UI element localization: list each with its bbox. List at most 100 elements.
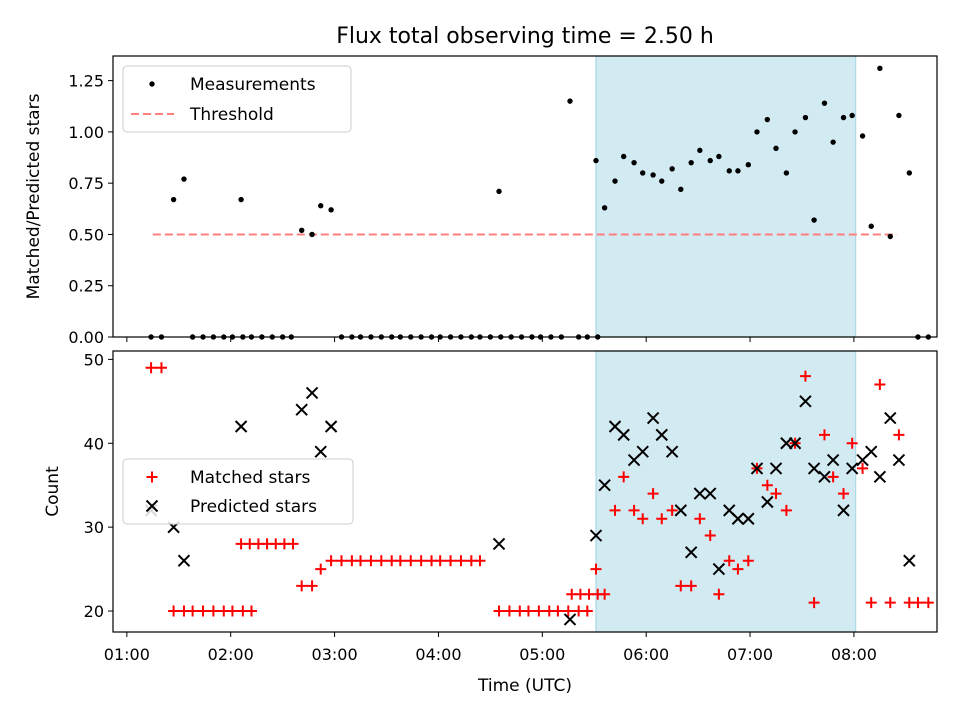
bottom-y-tick-label: 20 xyxy=(84,602,104,621)
matched-star-point xyxy=(912,597,924,609)
matched-star-point xyxy=(455,555,467,567)
matched-star-point xyxy=(590,563,602,575)
measurement-point xyxy=(309,231,315,238)
matched-star-point xyxy=(207,605,219,617)
legend-predicted-marker xyxy=(145,499,159,513)
matched-star-point xyxy=(857,462,869,474)
bottom-legend: Matched stars Predicted stars xyxy=(122,458,354,525)
matched-star-point xyxy=(723,555,735,567)
bottom-axes-frame xyxy=(112,350,938,633)
matched-star-point xyxy=(770,488,782,500)
matched-star-point xyxy=(197,605,209,617)
top-shaded-interval xyxy=(595,55,857,338)
top-panel: 0.00 0.25 0.50 0.75 1.00 1.25 Matched/Predicte… xyxy=(24,55,938,347)
measurement-point xyxy=(650,172,656,178)
matched-star-point xyxy=(808,597,820,609)
bottom-x-tick-label: 02:00 xyxy=(208,645,254,664)
measurement-point xyxy=(764,116,771,123)
top-y-tick-label: 1.25 xyxy=(68,72,104,91)
predicted-star-point xyxy=(826,453,840,467)
top-y-tick-label: 0.75 xyxy=(68,174,104,193)
measurement-point xyxy=(181,176,187,182)
legend-measurement-marker xyxy=(149,81,155,87)
predicted-star-point xyxy=(674,504,688,517)
matched-star-point xyxy=(827,471,839,483)
predicted-star-point xyxy=(818,470,831,484)
matched-star-point xyxy=(503,605,515,617)
top-legend-box xyxy=(122,65,352,133)
matched-star-point xyxy=(415,555,427,567)
matched-star-point xyxy=(742,555,754,567)
measurement-point xyxy=(811,217,817,223)
matched-star-point xyxy=(656,513,668,525)
matched-star-point xyxy=(694,513,706,525)
top-y-axis-label: Matched/Predicted stars xyxy=(24,93,44,299)
top-y-tick-label: 0.50 xyxy=(68,225,104,244)
matched-star-point xyxy=(922,597,934,609)
matched-star-point xyxy=(168,605,180,617)
matched-star-point xyxy=(732,563,744,575)
matched-star-point xyxy=(637,513,649,525)
measurement-point xyxy=(821,100,828,106)
matched-star-point xyxy=(336,555,348,567)
measurement-point xyxy=(830,139,836,145)
bottom-x-tick-label: 07:00 xyxy=(727,645,773,664)
predicted-star-point xyxy=(731,512,745,525)
bottom-panel: 20 30 40 50 01:00 02:00 03:00 04:00 05:00 06:00 07… xyxy=(43,350,938,696)
matched-star-point xyxy=(445,555,457,567)
matched-star-point xyxy=(474,555,486,567)
measurement-point xyxy=(896,112,902,119)
predicted-star-point xyxy=(646,411,660,425)
predicted-star-point xyxy=(617,428,630,442)
legend-predicted-label: Predicted stars xyxy=(190,497,317,517)
matched-star-point xyxy=(874,379,886,391)
predicted-star-point xyxy=(845,462,859,475)
matched-star-point xyxy=(599,588,611,600)
predicted-star-point xyxy=(234,420,248,433)
measurement-point xyxy=(745,162,752,168)
legend-matched-marker xyxy=(146,471,158,483)
matched-star-point xyxy=(226,605,238,617)
measurement-point xyxy=(170,196,177,203)
matched-star-point xyxy=(675,580,687,592)
matched-star-point xyxy=(893,429,905,441)
matched-star-point xyxy=(394,555,406,567)
matched-star-point xyxy=(581,605,593,617)
predicted-star-point xyxy=(865,445,878,458)
top-legend: Measurements Threshold xyxy=(122,65,352,133)
predicted-star-point xyxy=(563,613,577,626)
matched-star-point xyxy=(533,605,545,617)
measurement-point xyxy=(802,114,809,121)
measurement-point xyxy=(659,178,665,184)
matched-star-point xyxy=(884,597,896,609)
measurement-point xyxy=(726,168,732,174)
matched-star-point xyxy=(628,504,640,516)
measurement-point xyxy=(620,153,627,160)
matched-star-point xyxy=(315,563,327,575)
top-axes-frame xyxy=(112,55,938,338)
matched-star-point xyxy=(187,605,199,617)
predicted-star-point xyxy=(750,462,764,475)
measurement-point xyxy=(868,223,874,229)
legend-measurements-label: Measurements xyxy=(190,75,316,95)
bottom-y-tick-label: 30 xyxy=(84,518,104,537)
bottom-x-tick-label: 05:00 xyxy=(519,645,565,664)
matched-star-point xyxy=(685,580,697,592)
predicted-star-point xyxy=(903,554,916,567)
matched-star-point xyxy=(306,580,318,592)
chart-title: Flux total observing time = 2.50 h xyxy=(336,24,714,49)
matched-star-point xyxy=(434,555,446,567)
measurement-point xyxy=(887,233,893,240)
matched-star-point xyxy=(865,597,877,609)
measurement-point xyxy=(735,168,741,174)
matched-star-point xyxy=(846,437,858,449)
measurement-point xyxy=(601,205,608,211)
measurement-point xyxy=(669,166,675,172)
predicted-star-point xyxy=(884,411,897,425)
matched-star-point xyxy=(562,605,574,617)
predicted-star-point xyxy=(665,445,679,458)
measurement-point xyxy=(567,98,573,104)
predicted-star-point xyxy=(807,462,821,475)
predicted-star-point xyxy=(892,453,906,467)
measurement-point xyxy=(678,186,684,193)
